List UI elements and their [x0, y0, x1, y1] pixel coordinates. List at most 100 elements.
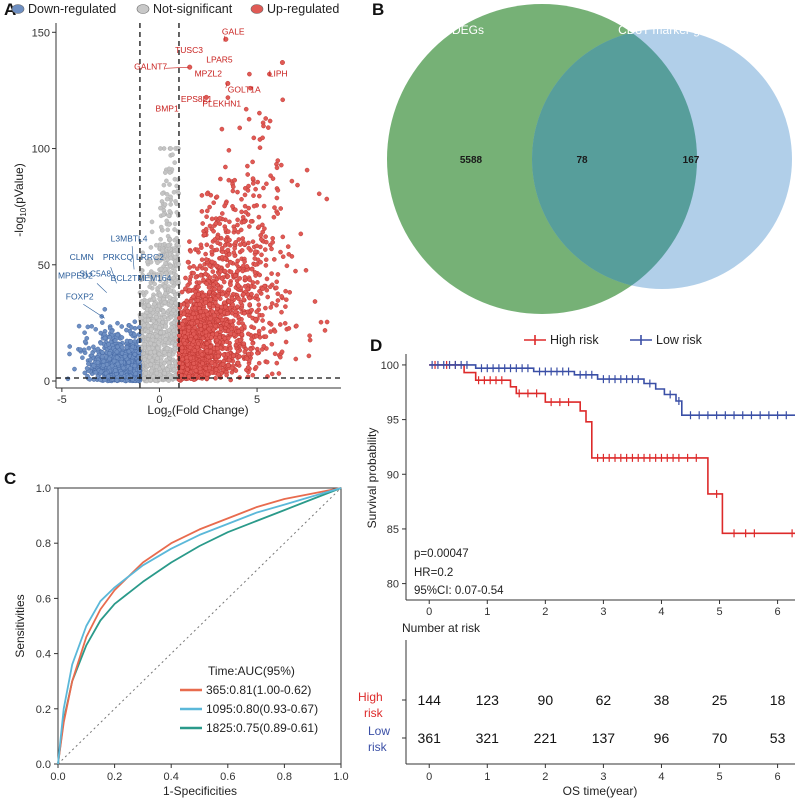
venn-diagram: B DEGs CD8T marker genes 5588 78 167	[372, 0, 792, 314]
gene-label-up: LIPH	[269, 68, 288, 78]
point-down-regulated	[98, 369, 104, 375]
point-up-regulated	[178, 373, 184, 378]
point-not-significant	[158, 266, 164, 272]
km-p-value: p=0.00047	[414, 548, 469, 560]
point-not-significant	[147, 354, 152, 360]
point-down-regulated	[98, 340, 104, 346]
point-up-regulated	[191, 263, 196, 269]
point-up-regulated	[324, 196, 330, 202]
point-up-regulated	[253, 249, 258, 254]
point-not-significant	[163, 291, 168, 297]
point-not-significant	[162, 370, 167, 376]
point-not-significant	[151, 273, 156, 278]
point-not-significant	[148, 326, 154, 332]
point-up-regulated	[250, 181, 256, 186]
gene-label-up: TUSC3	[175, 45, 203, 55]
risk-count: 38	[654, 692, 670, 708]
point-not-significant	[169, 299, 174, 305]
gene-label-up: MPZL2	[195, 68, 223, 78]
point-up-regulated	[194, 247, 200, 253]
gene-label-down: MPPED2	[58, 271, 93, 281]
gene-label-down: BCL2	[111, 273, 133, 283]
point-up-regulated	[221, 300, 227, 306]
point-up-regulated	[293, 356, 299, 362]
point-up-regulated	[250, 372, 256, 378]
point-up-regulated	[182, 341, 188, 346]
point-up-regulated	[275, 211, 281, 216]
roc-legend-label: 1095:0.80(0.93-0.67)	[206, 702, 318, 716]
point-up-regulated	[226, 252, 232, 257]
point-up-regulated	[214, 346, 220, 351]
panel-label-b: B	[372, 0, 384, 19]
point-up-regulated	[191, 361, 197, 366]
point-up-regulated	[203, 329, 209, 335]
point-down-regulated	[89, 323, 94, 329]
point-up-regulated	[236, 354, 242, 360]
point-up-regulated	[269, 371, 275, 377]
point-up-regulated	[242, 259, 247, 264]
point-not-significant	[147, 284, 152, 290]
point-not-significant	[150, 337, 156, 343]
point-up-regulated	[197, 301, 202, 307]
point-up-regulated	[209, 370, 215, 375]
point-up-regulated	[206, 285, 212, 290]
point-up-regulated	[269, 341, 275, 347]
point-up-regulated	[274, 360, 280, 366]
y-tick-label: 80	[387, 579, 399, 591]
point-up-regulated	[183, 275, 188, 281]
point-up-regulated	[207, 289, 212, 295]
point-up-regulated	[215, 353, 221, 359]
point-up-regulated	[255, 297, 261, 302]
point-down-regulated	[111, 358, 117, 364]
point-up-regulated	[203, 257, 209, 262]
point-up-regulated	[295, 182, 300, 188]
venn-circles: DEGs CD8T marker genes 5588 78 167	[387, 4, 792, 314]
point-up-regulated	[249, 307, 254, 313]
point-not-significant	[156, 351, 162, 357]
point-up-regulated	[235, 304, 240, 310]
point-up-regulated	[257, 145, 263, 150]
point-up-regulated	[322, 328, 328, 333]
point-down-regulated	[119, 370, 124, 376]
point-up-regulated	[180, 356, 185, 362]
risk-label-high-2: risk	[364, 706, 384, 720]
point-not-significant	[157, 296, 162, 302]
point-up-regulated	[230, 184, 236, 190]
point-down-regulated	[107, 350, 112, 356]
point-up-regulated	[211, 200, 216, 205]
point-not-significant	[163, 270, 169, 276]
point-up-regulated	[213, 263, 219, 269]
point-up-regulated	[229, 295, 235, 301]
point-not-significant	[161, 309, 166, 315]
point-not-significant	[163, 324, 168, 329]
point-up-regulated	[199, 257, 205, 263]
gene-label-up: BMP1	[156, 103, 179, 113]
point-not-significant	[155, 345, 161, 351]
point-up-regulated	[179, 289, 185, 295]
point-not-significant	[174, 201, 179, 207]
roc-legend-label: 365:0.81(1.00-0.62)	[206, 683, 311, 697]
gene-label-down: TMEM164	[132, 273, 171, 283]
risk-count: 53	[770, 730, 786, 746]
point-not-significant	[161, 343, 167, 348]
point-not-significant	[168, 288, 173, 293]
point-up-regulated	[209, 249, 215, 254]
point-up-regulated	[194, 319, 200, 324]
roc-legend-label: 1825:0.75(0.89-0.61)	[206, 721, 318, 735]
point-up-regulated	[250, 340, 255, 346]
point-not-significant	[162, 170, 168, 175]
point-up-regulated	[230, 204, 235, 209]
y-tick-label: 100	[32, 144, 50, 156]
point-up-regulated	[261, 185, 266, 191]
point-up-regulated	[207, 302, 212, 307]
point-up-regulated	[255, 350, 260, 356]
x-tick-label: 2	[542, 606, 548, 618]
point-not-significant	[151, 296, 157, 302]
volcano-y-axis-label: -log10(pValue)	[12, 163, 28, 236]
point-down-regulated	[128, 366, 133, 371]
point-up-regulated	[303, 267, 309, 273]
venn-set-label-degs: DEGs	[452, 23, 484, 37]
point-up-regulated	[199, 352, 205, 358]
point-up-regulated	[243, 106, 249, 112]
point-up-regulated	[197, 263, 203, 269]
